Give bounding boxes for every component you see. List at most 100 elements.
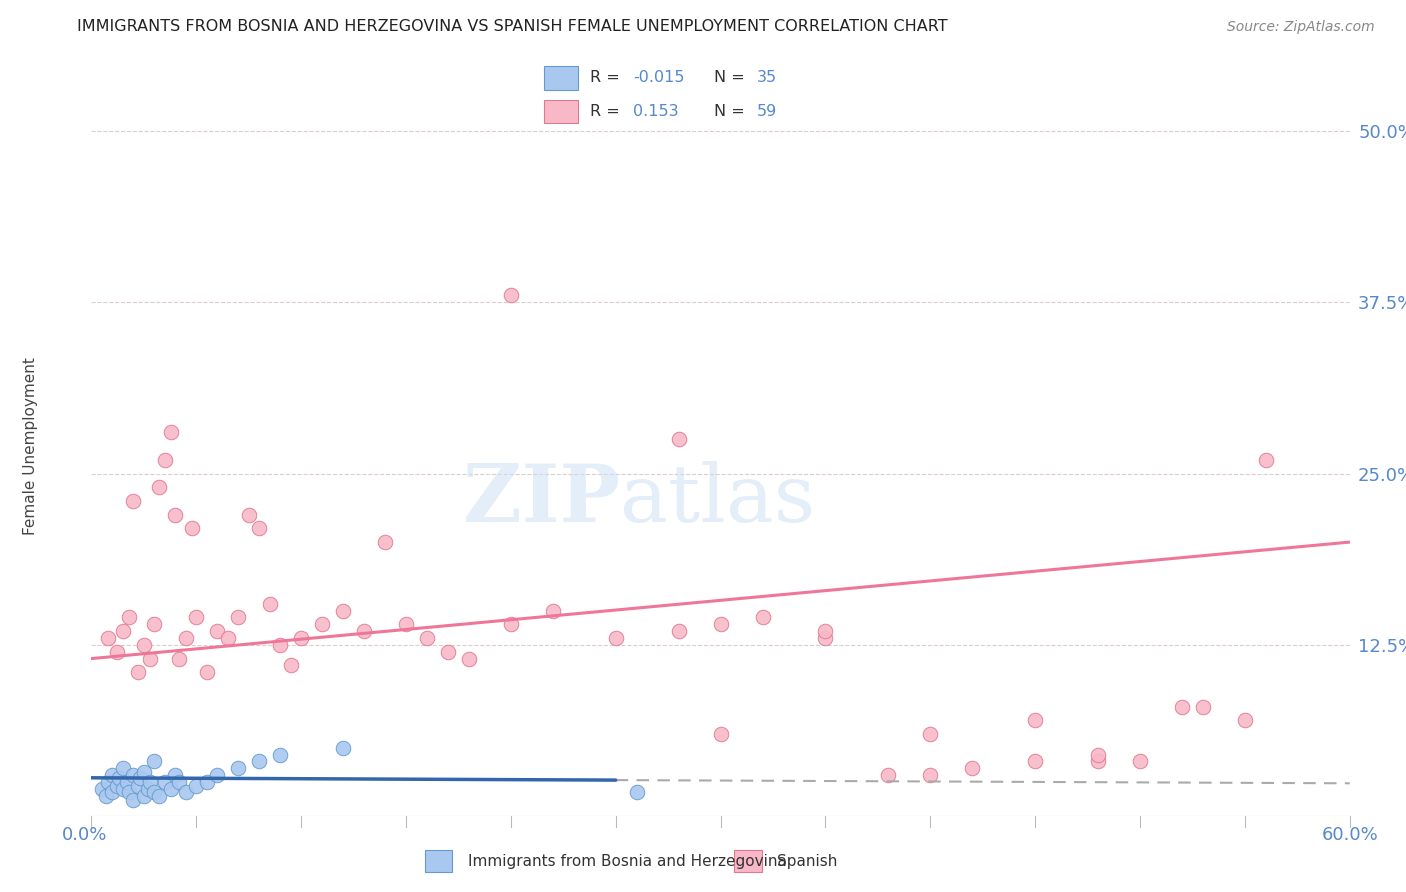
Point — [395, 617, 418, 632]
Point — [259, 597, 281, 611]
Point — [160, 781, 183, 796]
Point — [122, 793, 145, 807]
Point — [311, 617, 333, 632]
Point — [668, 433, 690, 447]
Point — [143, 784, 166, 798]
Point — [962, 761, 984, 775]
Point — [143, 617, 166, 632]
Text: Spanish: Spanish — [778, 854, 838, 869]
Point — [122, 768, 145, 782]
Point — [195, 665, 218, 680]
Point — [269, 638, 291, 652]
Point — [353, 624, 375, 639]
Point — [118, 784, 141, 798]
Text: 59: 59 — [756, 104, 778, 120]
Point — [280, 658, 302, 673]
Text: ZIP: ZIP — [463, 460, 620, 539]
Point — [122, 494, 145, 508]
Point — [605, 631, 627, 645]
Point — [143, 755, 166, 769]
Point — [374, 535, 396, 549]
Point — [1024, 755, 1046, 769]
Point — [499, 617, 522, 632]
Text: 35: 35 — [756, 70, 778, 86]
Point — [205, 624, 228, 639]
Point — [920, 727, 942, 741]
Point — [97, 631, 120, 645]
Point — [118, 610, 141, 624]
Point — [97, 775, 120, 789]
Point — [127, 779, 149, 793]
Bar — [544, 100, 578, 123]
Point — [1171, 699, 1194, 714]
Text: -0.015: -0.015 — [633, 70, 685, 86]
Point — [107, 771, 129, 785]
Point — [247, 755, 270, 769]
Point — [132, 765, 155, 780]
Point — [169, 651, 191, 665]
Point — [1024, 713, 1046, 727]
Point — [1129, 755, 1152, 769]
Point — [709, 727, 731, 741]
Point — [169, 775, 191, 789]
Point — [626, 784, 648, 798]
Point — [101, 768, 124, 782]
Point — [111, 761, 134, 775]
Text: 60.0%: 60.0% — [1322, 826, 1378, 844]
Point — [165, 508, 187, 522]
Point — [101, 784, 124, 798]
Point — [165, 768, 187, 782]
Point — [132, 789, 155, 803]
Point — [290, 631, 312, 645]
Point — [148, 789, 170, 803]
Point — [541, 604, 564, 618]
Text: atlas: atlas — [620, 460, 815, 539]
Bar — [425, 850, 453, 872]
Point — [105, 779, 128, 793]
Point — [457, 651, 479, 665]
Point — [105, 645, 128, 659]
Point — [668, 624, 690, 639]
Point — [416, 631, 439, 645]
Bar — [734, 850, 762, 872]
Point — [174, 784, 197, 798]
Point — [160, 425, 183, 440]
Point — [709, 617, 731, 632]
Text: 0.153: 0.153 — [633, 104, 679, 120]
Point — [128, 771, 150, 785]
Point — [115, 775, 138, 789]
Point — [111, 781, 134, 796]
Point — [226, 610, 249, 624]
Point — [217, 631, 239, 645]
Text: Immigrants from Bosnia and Herzegovina: Immigrants from Bosnia and Herzegovina — [468, 854, 787, 869]
Point — [139, 651, 162, 665]
Text: R =: R = — [591, 70, 620, 86]
Point — [153, 453, 176, 467]
Point — [1233, 713, 1256, 727]
Text: N =: N = — [714, 70, 744, 86]
Point — [111, 624, 134, 639]
Point — [205, 768, 228, 782]
Point — [186, 779, 208, 793]
Point — [90, 781, 112, 796]
Point — [186, 610, 208, 624]
Point — [814, 631, 837, 645]
Point — [499, 288, 522, 302]
Point — [127, 665, 149, 680]
Text: N =: N = — [714, 104, 744, 120]
Text: Female Unemployment: Female Unemployment — [24, 357, 38, 535]
Text: R =: R = — [591, 104, 620, 120]
Point — [332, 740, 354, 755]
Point — [437, 645, 460, 659]
Point — [238, 508, 260, 522]
Text: 0.0%: 0.0% — [62, 826, 107, 844]
Point — [181, 521, 204, 535]
Point — [877, 768, 900, 782]
Point — [247, 521, 270, 535]
Point — [1192, 699, 1215, 714]
Point — [139, 775, 162, 789]
Point — [1254, 453, 1277, 467]
Point — [148, 480, 170, 494]
Point — [174, 631, 197, 645]
Point — [332, 604, 354, 618]
